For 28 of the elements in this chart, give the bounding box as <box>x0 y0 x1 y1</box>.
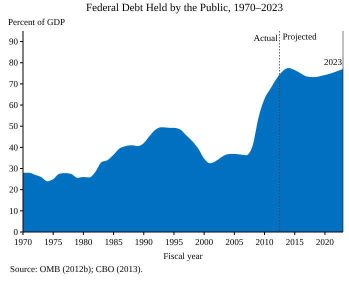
y-tick-label: 60 <box>9 100 18 110</box>
x-tick-label: 2010 <box>256 237 274 247</box>
x-tick-label: 2015 <box>286 237 304 247</box>
ref-line-label: Actual <box>254 33 278 43</box>
source-note: Source: OMB (2012b); CBO (2013). <box>10 264 143 274</box>
x-tick-label: 1975 <box>44 237 63 247</box>
x-tick-label: 1990 <box>134 237 154 247</box>
y-tick-label: 30 <box>9 163 18 174</box>
y-tick-label: 10 <box>9 206 18 216</box>
y-tick-label: 50 <box>9 121 18 132</box>
annotation: 2023 <box>324 57 342 68</box>
x-tick-label: 2005 <box>225 237 244 247</box>
y-tick-label: 80 <box>9 58 18 68</box>
y-tick-label: 70 <box>9 78 18 89</box>
x-tick-label: 2020 <box>316 237 334 247</box>
x-tick-label: 2000 <box>195 237 214 247</box>
y-tick-label: 40 <box>9 142 18 152</box>
chart-title: Federal Debt Held by the Public, 1970–2023 <box>86 2 284 14</box>
y-tick-label: 20 <box>9 184 18 195</box>
annotation: Projected <box>282 31 318 42</box>
x-tick-label: 1970 <box>14 237 32 247</box>
x-tick-label: 1980 <box>74 237 93 247</box>
y-axis-title: Percent of GDP <box>8 17 65 27</box>
y-tick-label: 0 <box>14 226 18 237</box>
x-tick-label: 1995 <box>164 237 184 247</box>
x-axis-title: Fiscal year <box>163 251 203 261</box>
y-tick-label: 90 <box>9 36 18 47</box>
x-tick-label: 1985 <box>104 237 124 247</box>
